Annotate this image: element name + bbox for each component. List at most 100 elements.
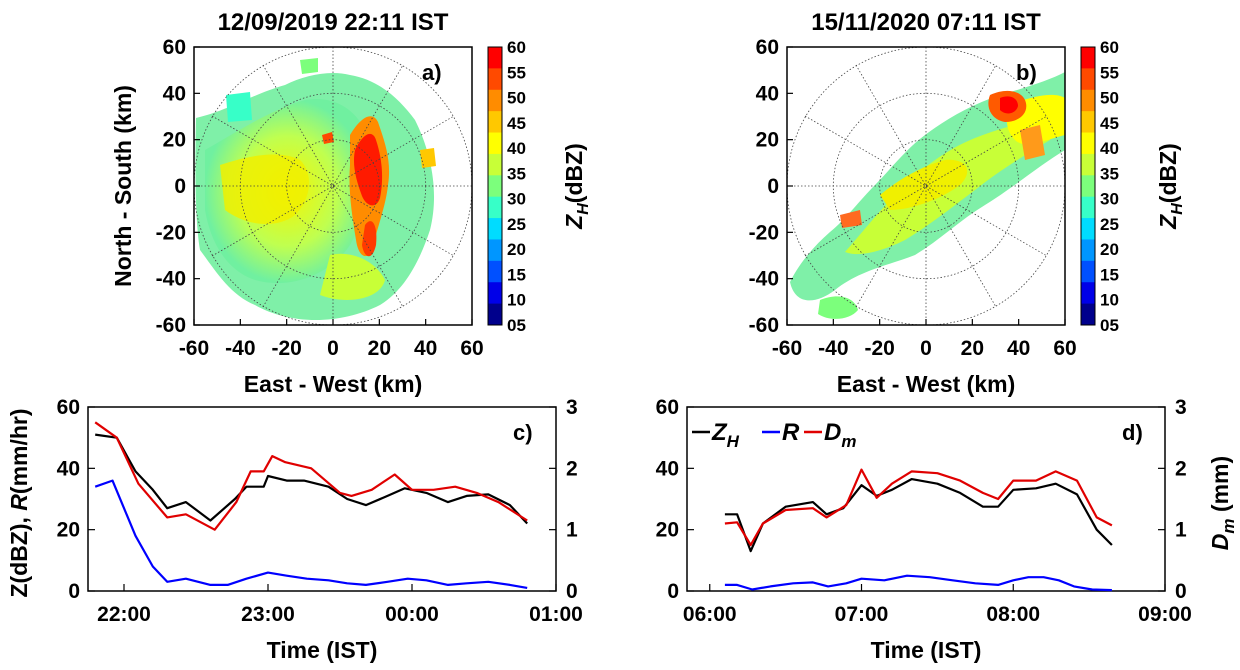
colorbar-swatch — [1081, 47, 1095, 69]
y-tick-label: -60 — [156, 314, 186, 337]
y-tick-label: 20 — [163, 129, 186, 152]
panel-b-echoes — [790, 72, 1065, 319]
y2-tick-label: 1 — [1175, 519, 1187, 542]
y-tick-label: 20 — [656, 519, 679, 542]
sw-echo — [818, 296, 858, 319]
panel-b-x-ticks: -60 -40 -20 0 20 40 60 — [772, 319, 1077, 360]
colorbar-swatch — [488, 282, 502, 305]
panel-d-legend: ZH R Dm — [692, 419, 856, 451]
x-tick-label: -20 — [864, 337, 894, 360]
colorbar-swatch — [1081, 111, 1095, 134]
colorbar-tick-label: 25 — [507, 215, 526, 234]
y2-tick-label: 2 — [1175, 457, 1187, 480]
x-tick-label: 09:00 — [1138, 603, 1192, 626]
colorbar-swatch — [488, 196, 502, 219]
y-tick-label: 0 — [174, 175, 186, 198]
x-tick-label: 0 — [920, 337, 932, 360]
y-tick-label: 60 — [163, 36, 186, 59]
legend-label: Dm — [824, 419, 856, 451]
colorbar-tick-label: 30 — [507, 190, 526, 209]
panel-d-series — [724, 468, 1113, 592]
panel-b: 15/11/2020 07:11 IST b) -60 -40 -20 0 20 40 60 — [749, 9, 1077, 397]
east-orange-echo — [1020, 125, 1045, 160]
y2-tick-label: 2 — [566, 457, 578, 480]
colorbar-swatch — [1081, 175, 1095, 198]
panel-a-echoes — [195, 58, 436, 320]
y2-tick-label: 3 — [1175, 396, 1187, 419]
series-line-r — [94, 479, 528, 589]
y-tick-label: -40 — [749, 268, 779, 291]
colorbar-swatch — [488, 89, 502, 112]
panel-c-xlabel: Time (IST) — [267, 637, 378, 663]
y-tick-label: 60 — [656, 396, 679, 419]
colorbar-tick-label: 50 — [507, 89, 526, 108]
panel-b-xlabel: East - West (km) — [837, 371, 1016, 397]
x-tick-label: 00:00 — [385, 603, 439, 626]
x-tick-label: 22:00 — [97, 603, 151, 626]
y-tick-label: 20 — [756, 129, 779, 152]
colorbar-swatch — [1081, 218, 1095, 240]
panel-c-frame — [87, 406, 557, 592]
southern-cell — [362, 221, 377, 257]
colorbar-swatch — [488, 132, 502, 155]
colorbar-tick-label: 30 — [1100, 190, 1119, 209]
legend-label: ZH — [711, 419, 740, 451]
y-tick-label: -40 — [156, 268, 186, 291]
colorbar-tick-label: 20 — [1100, 240, 1119, 259]
panel-c-series — [94, 421, 529, 589]
panel-b-label: b) — [1016, 60, 1037, 85]
colorbar-swatch — [488, 68, 502, 91]
x-tick-label: 20 — [961, 337, 984, 360]
x-tick-label: -20 — [271, 337, 301, 360]
legend-label: R — [782, 419, 800, 446]
small-cell — [322, 132, 334, 144]
y2-tick-label: 3 — [566, 396, 578, 419]
panel-a-x-ticks: -60 -40 -20 0 20 40 60 — [179, 319, 484, 360]
panel-a-xlabel: East - West (km) — [244, 371, 423, 397]
colorbar-tick-label: 10 — [507, 291, 526, 310]
colorbar-swatch — [1081, 196, 1095, 219]
ne-core — [1000, 96, 1018, 114]
colorbar-tick-label: 60 — [507, 38, 526, 57]
x-tick-label: -40 — [818, 337, 848, 360]
y-tick-label: 40 — [756, 82, 779, 105]
y-tick-label: 40 — [163, 82, 186, 105]
colorbar-swatch — [488, 303, 502, 326]
panel-a-label: a) — [422, 60, 442, 85]
x-tick-label: 06:00 — [683, 603, 737, 626]
panel-d-y2label: Dm (mm) — [1207, 456, 1238, 550]
colorbar-tick-label: 15 — [507, 265, 526, 284]
series-line-z-h — [724, 478, 1113, 553]
x-tick-label: 0 — [327, 337, 339, 360]
nw-echo-patch — [226, 92, 252, 122]
colorbar-tick-label: 40 — [507, 139, 526, 158]
series-line-d-m — [94, 421, 528, 531]
y-tick-label: 0 — [667, 580, 679, 603]
colorbar-swatch — [1081, 239, 1095, 262]
x-tick-label: 08:00 — [986, 603, 1040, 626]
panel-a-title: 12/09/2019 22:11 IST — [218, 9, 449, 36]
colorbar-swatch — [1081, 282, 1095, 305]
colorbar-swatch — [1081, 260, 1095, 283]
colorbar-tick-label: 45 — [1100, 114, 1119, 133]
colorbar-tick-label: 40 — [1100, 139, 1119, 158]
y2-tick-label: 0 — [1175, 580, 1187, 603]
colorbar-label: ZH(dBZ) — [561, 143, 592, 230]
y-tick-label: 60 — [756, 36, 779, 59]
north-echo-patch — [300, 58, 318, 74]
colorbar-label: ZH(dBZ) — [1155, 143, 1186, 230]
series-line-d-m — [724, 468, 1113, 547]
x-tick-label: 60 — [460, 337, 483, 360]
colorbar-a: 60 55 50 45 40 35 30 25 20 15 10 05 ZH(dBZ) — [487, 38, 592, 335]
panel-d-frame — [686, 406, 1166, 592]
x-tick-label: 20 — [368, 337, 391, 360]
panel-a: 12/09/2019 22:11 IST — [110, 9, 484, 397]
colorbar-tick-label: 50 — [1100, 89, 1119, 108]
panel-d-xlabel: Time (IST) — [871, 637, 982, 663]
panel-c-label: c) — [513, 420, 533, 445]
x-tick-label: 40 — [1007, 337, 1030, 360]
colorbar-frame — [1080, 46, 1096, 326]
colorbar-tick-label: 20 — [507, 240, 526, 259]
